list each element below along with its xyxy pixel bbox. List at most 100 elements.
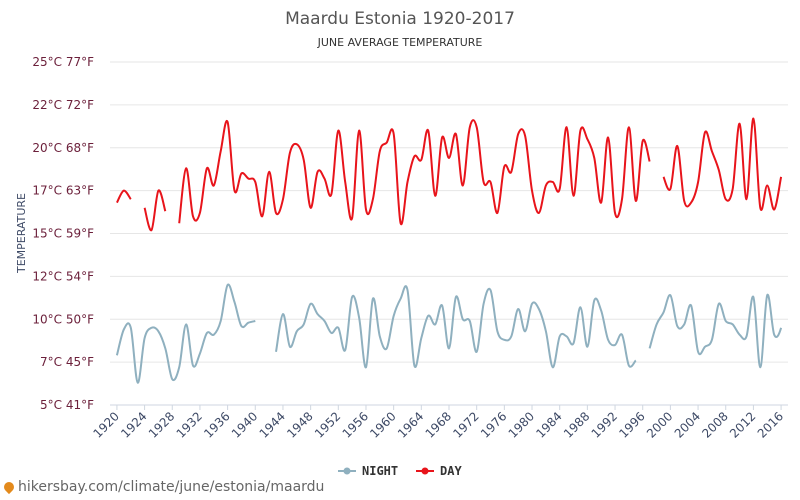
series-night-point — [578, 305, 582, 309]
x-tick-label: 1988 — [561, 409, 592, 440]
series-night-point — [392, 314, 396, 318]
series-day-point — [682, 199, 686, 203]
series-day-point — [309, 206, 313, 210]
y-tick-label: 20°C 68°F — [32, 141, 94, 155]
series-day-point — [226, 120, 230, 124]
series-night-point — [115, 353, 119, 357]
series-night-point — [385, 346, 389, 350]
series-day-point — [758, 206, 762, 210]
series-night-point — [502, 338, 506, 342]
y-tick-label: 15°C 59°F — [32, 227, 94, 241]
series-day-point — [634, 199, 638, 203]
series-night-point — [675, 324, 679, 328]
series-night-point — [309, 302, 313, 306]
series-night-point — [288, 345, 292, 349]
series-night-point — [655, 322, 659, 326]
series-day-point — [572, 194, 576, 198]
series-night-point — [253, 319, 257, 323]
series-night-point — [537, 307, 541, 311]
series-day-point — [606, 135, 610, 139]
series-day-point — [641, 139, 645, 143]
series-day-point — [302, 158, 306, 162]
series-night — [115, 283, 783, 384]
series-night-point — [281, 312, 285, 316]
series-day-point — [468, 125, 472, 129]
series-day-point — [233, 189, 237, 193]
series-day-point — [592, 156, 596, 160]
series-day-point — [405, 180, 409, 184]
series-night-point — [620, 333, 624, 337]
series-day-point — [274, 211, 278, 215]
series-day-point — [329, 192, 333, 196]
chart-subtitle: JUNE AVERAGE TEMPERATURE — [317, 36, 483, 49]
series-day-point — [129, 197, 133, 201]
series-day-point — [710, 149, 714, 153]
x-tick-label: 1936 — [201, 409, 232, 440]
series-night-point — [509, 334, 513, 338]
series-day-point — [751, 117, 755, 121]
series-day-point — [212, 183, 216, 187]
legend-item-night[interactable]: NIGHT — [338, 464, 398, 478]
legend-night-label: NIGHT — [362, 464, 398, 478]
series-day-point — [150, 228, 154, 232]
x-tick-label: 1984 — [533, 409, 564, 440]
series-night-point — [322, 319, 326, 323]
series-day-point — [336, 129, 340, 133]
legend-item-day[interactable]: DAY — [416, 464, 462, 478]
y-tick-label: 22°C 72°F — [32, 98, 94, 112]
series-day-point — [689, 201, 693, 205]
series-night-point — [150, 326, 154, 330]
series-night-point — [198, 352, 202, 356]
x-tick-label: 1968 — [423, 409, 454, 440]
series-night-point — [329, 331, 333, 335]
series-night-point — [350, 295, 354, 299]
series-night-point — [184, 322, 188, 326]
x-tick-label: 1992 — [589, 409, 620, 440]
series-night-point — [378, 334, 382, 338]
series-day-point — [599, 201, 603, 205]
x-tick-label: 1940 — [229, 409, 260, 440]
x-tick-label: 1960 — [367, 409, 398, 440]
series-day-point — [565, 125, 569, 129]
series-night-point — [668, 293, 672, 297]
series-day-point — [585, 137, 589, 141]
series-night-point — [343, 348, 347, 352]
series-day-point — [489, 180, 493, 184]
series-day-point — [385, 141, 389, 145]
series-day-point — [648, 159, 652, 163]
series-night-point — [177, 365, 181, 369]
y-tick-label: 25°C 77°F — [32, 55, 94, 69]
series-day-point — [267, 170, 271, 174]
series-day-point — [371, 197, 375, 201]
series-night-point — [475, 350, 479, 354]
x-tick-label: 2000 — [644, 409, 675, 440]
series-night-point — [648, 346, 652, 350]
series-night-point — [316, 312, 320, 316]
series-night-point — [129, 326, 133, 330]
series-day-point — [558, 187, 562, 191]
series-day-point — [509, 170, 513, 174]
series-night-point — [226, 283, 230, 287]
series-night-point — [419, 336, 423, 340]
series-day-point — [253, 180, 257, 184]
series-day-point — [717, 168, 721, 172]
series-night-point — [336, 326, 340, 330]
series-night-point — [357, 316, 361, 320]
series-night-point — [516, 307, 520, 311]
series-day-point — [613, 211, 617, 215]
series-night-point — [703, 345, 707, 349]
chart-title: Maardu Estonia 1920-2017 — [285, 9, 515, 29]
watermark[interactable]: hikersbay.com/climate/june/estonia/maard… — [1, 479, 324, 495]
x-tick-label: 1928 — [146, 409, 177, 440]
legend-night-marker — [343, 467, 351, 475]
series-day-point — [578, 129, 582, 133]
series-day-point — [516, 132, 520, 136]
series-day-point — [426, 129, 430, 133]
series-day-point — [198, 211, 202, 215]
series-night-point — [530, 302, 534, 306]
series-night-point — [156, 329, 160, 333]
series-day-point — [399, 221, 403, 225]
series-day-line — [143, 189, 167, 232]
x-tick-label: 2008 — [699, 409, 730, 440]
legend[interactable]: NIGHT DAY — [338, 464, 462, 478]
